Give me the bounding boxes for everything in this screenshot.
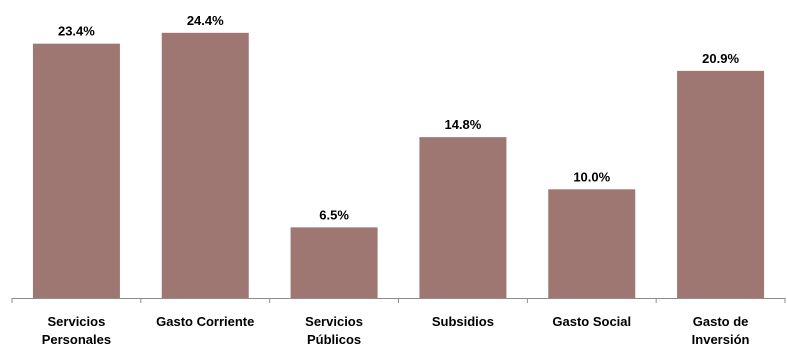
category-label-line: Servicios	[48, 314, 106, 329]
data-label: 6.5%	[319, 207, 349, 222]
data-label: 10.0%	[573, 169, 610, 184]
category-label-line: Servicios	[305, 314, 363, 329]
bar	[548, 189, 636, 298]
category-label: Subsidios	[432, 314, 494, 329]
bar	[161, 32, 249, 298]
category-label: Gasto Social	[552, 314, 631, 329]
data-label: 24.4%	[187, 13, 224, 28]
category-label-line: Personales	[42, 332, 111, 345]
category-label-line: Inversión	[692, 332, 750, 345]
category-label: Gasto de Inversión	[692, 314, 750, 345]
data-label: 23.4%	[58, 24, 95, 39]
category-label-line: Subsidios	[432, 314, 494, 329]
category-label: Servicios Públicos	[305, 314, 363, 345]
bar	[677, 70, 765, 298]
category-label-line: Gasto Social	[552, 314, 631, 329]
category-label: Servicios Personales	[42, 314, 111, 345]
bar	[290, 227, 378, 298]
category-label: Gasto Corriente	[156, 314, 254, 329]
category-label-line: Gasto de	[693, 314, 749, 329]
category-label-line: Gasto Corriente	[156, 314, 254, 329]
x-axis	[11, 298, 786, 303]
bar	[419, 137, 507, 298]
category-labels-layer: Servicios Personales Gasto Corriente Servic…	[42, 314, 750, 345]
bars-layer	[32, 32, 765, 298]
bar	[32, 43, 120, 298]
value-labels-layer: 23.4% 24.4% 6.5% 14.8% 10.0% 20.9%	[58, 13, 739, 223]
data-label: 14.8%	[444, 117, 481, 132]
category-label-line: Públicos	[307, 332, 361, 345]
data-label: 20.9%	[702, 51, 739, 66]
